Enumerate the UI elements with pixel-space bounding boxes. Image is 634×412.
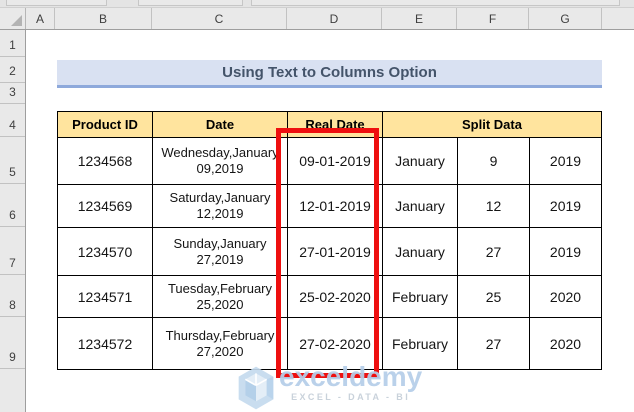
cell-c8-date[interactable]: Tuesday,February 25,2020 [153,276,288,318]
cell-e7-month[interactable]: January [383,228,458,276]
column-header-d[interactable]: D [287,8,382,29]
table-header-date[interactable]: Date [153,112,288,138]
cell-d9-real-date[interactable]: 27-02-2020 [288,318,383,370]
row-header-7[interactable]: 7 [0,227,25,275]
cell-f7-day[interactable]: 27 [458,228,530,276]
title-banner[interactable]: Using Text to Columns Option [57,60,602,88]
cell-d7-real-date[interactable]: 27-01-2019 [288,228,383,276]
column-header-f[interactable]: F [457,8,529,29]
data-table: Product ID Date Real Date Split Data 123… [57,111,602,370]
column-header-a[interactable]: A [26,8,55,29]
cell-c5-date[interactable]: Wednesday,January 09,2019 [153,138,288,185]
cell-e5-month[interactable]: January [383,138,458,185]
watermark-brand: exceldemy [279,361,423,392]
column-header-e[interactable]: E [382,8,457,29]
fx-box-remnant [138,0,243,6]
cell-g8-year[interactable]: 2020 [530,276,602,318]
name-box-remnant [6,0,107,6]
row-header-4[interactable]: 4 [0,104,25,137]
watermark-text-block: exceldemy EXCEL - DATA - BI [279,361,423,403]
select-all-triangle-icon [11,15,22,26]
row-header-8[interactable]: 8 [0,275,25,317]
row-header-3[interactable]: 3 [0,83,25,104]
cell-b5-product-id[interactable]: 1234568 [58,138,153,185]
cell-b7-product-id[interactable]: 1234570 [58,228,153,276]
cell-c9-date[interactable]: Thursday,February 27,2020 [153,318,288,370]
column-header-b[interactable]: B [55,8,152,29]
cell-g9-year[interactable]: 2020 [530,318,602,370]
formula-box-remnant [251,0,620,6]
cell-d6-real-date[interactable]: 12-01-2019 [288,185,383,228]
column-header-c[interactable]: C [152,8,287,29]
cell-f8-day[interactable]: 25 [458,276,530,318]
cell-b9-product-id[interactable]: 1234572 [58,318,153,370]
exceldemy-logo-icon [238,366,274,410]
select-all-button[interactable] [0,8,26,29]
cell-e9-month[interactable]: February [383,318,458,370]
cell-d8-real-date[interactable]: 25-02-2020 [288,276,383,318]
row-header-9[interactable]: 9 [0,317,25,369]
cell-c6-date[interactable]: Saturday,January 12,2019 [153,185,288,228]
cell-e8-month[interactable]: February [383,276,458,318]
cell-d5-real-date[interactable]: 09-01-2019 [288,138,383,185]
cell-b8-product-id[interactable]: 1234571 [58,276,153,318]
cell-f5-day[interactable]: 9 [458,138,530,185]
row-header-2[interactable]: 2 [0,57,25,83]
row-header-bar: 1 2 3 4 5 6 7 8 9 [0,30,26,412]
column-header-bar: A B C D E F G [0,8,634,30]
column-header-partial[interactable] [602,8,634,29]
table-header-real-date[interactable]: Real Date [288,112,383,138]
row-header-empty[interactable] [0,369,25,412]
row-header-5[interactable]: 5 [0,137,25,184]
row-header-1[interactable]: 1 [0,30,25,57]
cell-e6-month[interactable]: January [383,185,458,228]
highlight-rectangle [276,128,379,378]
table-header-product-id[interactable]: Product ID [58,112,153,138]
row-header-6[interactable]: 6 [0,184,25,227]
table-header-split-data[interactable]: Split Data [383,112,602,138]
column-header-g[interactable]: G [529,8,602,29]
cell-b6-product-id[interactable]: 1234569 [58,185,153,228]
cell-g7-year[interactable]: 2019 [530,228,602,276]
formula-bar-bottom-strip [0,0,634,8]
exceldemy-watermark: exceldemy EXCEL - DATA - BI [236,363,422,411]
cell-f6-day[interactable]: 12 [458,185,530,228]
cell-g5-year[interactable]: 2019 [530,138,602,185]
watermark-tagline: EXCEL - DATA - BI [291,392,411,402]
cell-c7-date[interactable]: Sunday,January 27,2019 [153,228,288,276]
cell-f9-day[interactable]: 27 [458,318,530,370]
cell-g6-year[interactable]: 2019 [530,185,602,228]
